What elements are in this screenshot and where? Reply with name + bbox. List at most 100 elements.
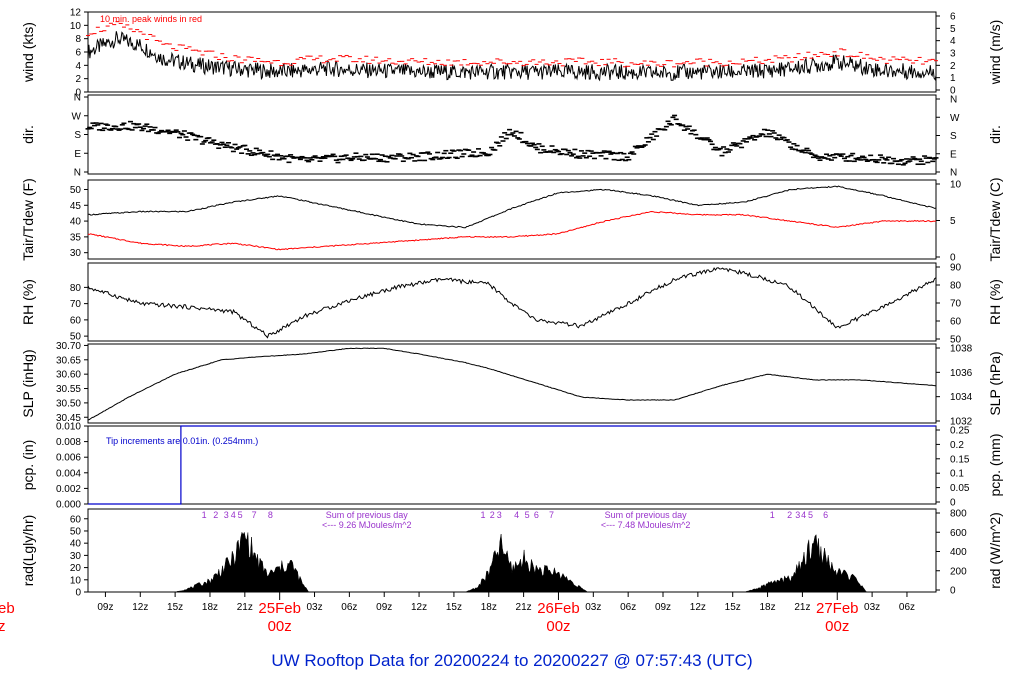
right-tick-label: N [950, 168, 957, 179]
hour-marker: 7 [549, 510, 554, 520]
panel-frame [87, 179, 937, 260]
panel-frame [87, 343, 937, 424]
right-tick-label: 10 [950, 180, 962, 191]
right-tick-label: 1032 [950, 417, 973, 428]
right-tick-label: 90 [950, 263, 962, 274]
panel-frame [87, 262, 937, 342]
right-tick-label: 0.15 [950, 454, 970, 465]
chart-title: UW Rooftop Data for 20200224 to 20200227… [271, 651, 752, 670]
hour-marker: 2 [213, 510, 218, 520]
y-axis-label-right: rad (W/m^2) [987, 512, 1003, 589]
left-tick-label: 30.60 [56, 370, 81, 381]
hour-marker: 5 [808, 510, 813, 520]
radiation-area [88, 531, 936, 593]
right-tick-label: 4 [950, 36, 956, 47]
right-tick-label: 400 [950, 547, 967, 558]
hour-marker: 6 [823, 510, 828, 520]
right-tick-label: 0.1 [950, 469, 964, 480]
day-sub-label: 00z [825, 618, 849, 635]
radiation-sum-label: Sum of previous day [326, 510, 409, 520]
left-tick-label: 30.45 [56, 413, 81, 424]
y-axis-label: pcp. (in) [20, 440, 36, 491]
y-axis-label: rad(Lgly/hr) [20, 515, 36, 587]
hour-marker: 3 [497, 510, 502, 520]
y-axis-label-right: pcp. (mm) [987, 434, 1003, 497]
left-tick-label: 6 [75, 48, 81, 59]
x-tick-label: 06z [620, 602, 636, 613]
right-tick-label: 60 [950, 317, 962, 328]
x-tick-label: 18z [202, 602, 218, 613]
edge-day-label: eb [0, 600, 15, 617]
left-tick-label: 0 [75, 88, 81, 99]
radiation-sum-label: <--- 7.48 MJoules/m^2 [601, 520, 691, 530]
radiation-sum-label: Sum of previous day [605, 510, 688, 520]
left-tick-label: W [72, 111, 82, 122]
right-tick-label: 0 [950, 586, 956, 597]
x-tick-label: 06z [341, 602, 357, 613]
left-tick-label: 50 [70, 526, 82, 537]
right-tick-label: 600 [950, 528, 967, 539]
right-tick-label: 1038 [950, 344, 973, 355]
right-tick-label: 2 [950, 61, 956, 72]
hour-marker: 1 [770, 510, 775, 520]
x-tick-label: 15z [167, 602, 183, 613]
left-tick-label: 12 [70, 8, 82, 19]
hour-marker: 2 [787, 510, 792, 520]
y-axis-label-right: wind (m/s) [987, 20, 1003, 86]
right-tick-label: N [950, 95, 957, 106]
hour-marker: 5 [525, 510, 530, 520]
left-tick-label: 10 [70, 575, 82, 586]
x-tick-label: 21z [794, 602, 810, 613]
right-tick-label: S [950, 131, 957, 142]
hour-marker: 8 [268, 510, 273, 520]
day-sub-label: 00z [268, 618, 292, 635]
left-tick-label: E [74, 149, 81, 160]
series-line-SLP [87, 347, 937, 421]
left-tick-label: 0.002 [56, 484, 81, 495]
right-tick-label: 1 [950, 73, 956, 84]
right-tick-label: 80 [950, 281, 962, 292]
y-axis-label: RH (%) [20, 279, 36, 325]
right-tick-label: 200 [950, 566, 967, 577]
right-tick-label: 5 [950, 216, 956, 227]
right-tick-label: 0 [950, 498, 956, 509]
wind-annotation: 10 min. peak winds in red [100, 14, 202, 24]
left-tick-label: 60 [70, 514, 82, 525]
left-tick-label: 40 [70, 217, 82, 228]
left-tick-label: S [74, 130, 81, 141]
left-tick-label: N [74, 168, 81, 179]
y-axis-label-right: Tair/Tdew (C) [987, 177, 1003, 261]
left-tick-label: 0.006 [56, 453, 81, 464]
left-tick-label: 0.010 [56, 422, 81, 433]
right-tick-label: 0.25 [950, 426, 970, 437]
hour-marker: 1 [480, 510, 485, 520]
y-axis-label: SLP (inHg) [20, 349, 36, 417]
hour-marker: 4 [801, 510, 806, 520]
y-axis-label: Tair/Tdew (F) [20, 178, 36, 260]
left-tick-label: 8 [75, 34, 81, 45]
y-axis-label: dir. [20, 125, 36, 144]
right-tick-label: E [950, 149, 957, 160]
right-tick-label: 6 [950, 12, 956, 23]
left-tick-label: 40 [70, 539, 82, 550]
hour-marker: 4 [514, 510, 519, 520]
x-tick-label: 06z [899, 602, 915, 613]
right-tick-label: 70 [950, 299, 962, 310]
x-tick-label: 12z [132, 602, 148, 613]
hour-marker: 2 [490, 510, 495, 520]
panel-5: 0.000 0.002 0.004 0.006 0.008 0.010 0 0.05 0.1 0.… [20, 422, 1003, 511]
left-tick-label: 10 [70, 21, 82, 32]
x-tick-label: 09z [376, 602, 392, 613]
day-sub-label: 00z [546, 618, 570, 635]
hour-marker: 3 [795, 510, 800, 520]
x-tick-label: 03z [585, 602, 601, 613]
series-line-Tdew [87, 210, 937, 251]
left-tick-label: 0.008 [56, 437, 81, 448]
left-tick-label: 4 [75, 61, 81, 72]
left-tick-label: 80 [70, 283, 82, 294]
left-tick-label: 0.000 [56, 500, 81, 511]
left-tick-label: 0.004 [56, 468, 81, 479]
